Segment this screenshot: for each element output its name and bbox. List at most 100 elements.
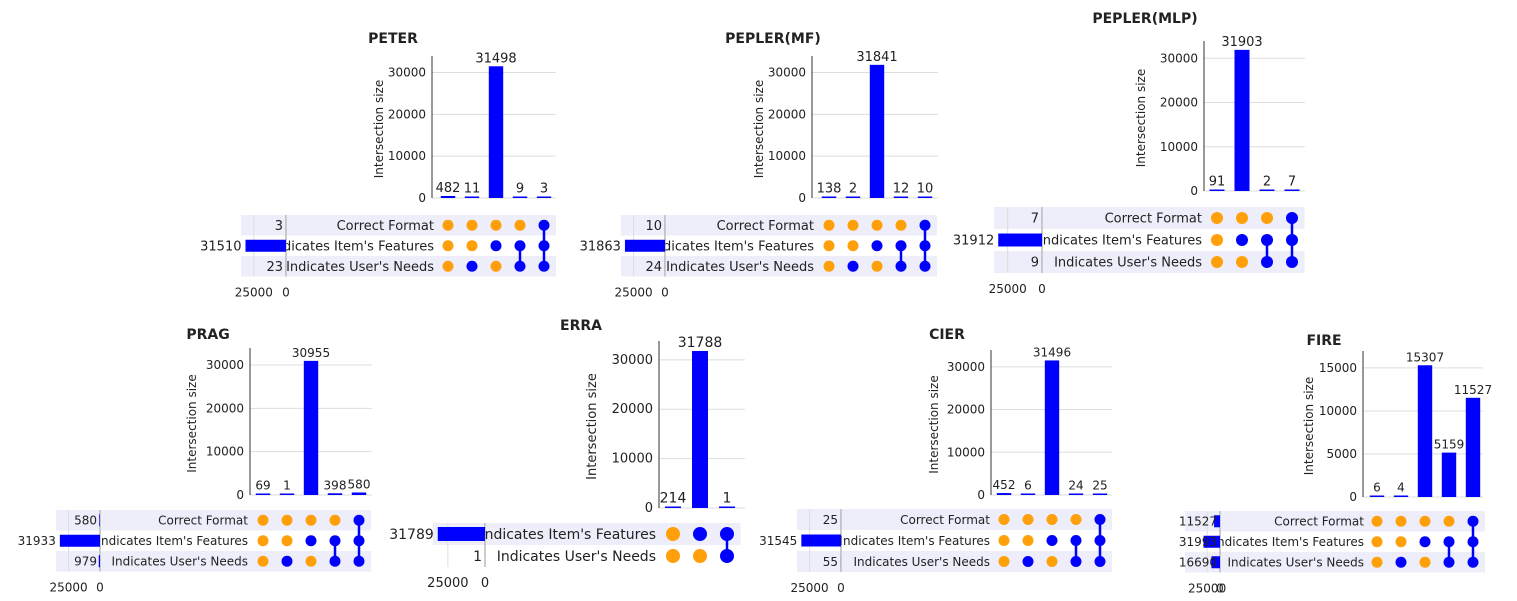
membership-dot-active (1022, 556, 1034, 567)
membership-dot-inactive (823, 240, 835, 252)
intersection-bar (1441, 452, 1457, 497)
matrix-row-band (1221, 552, 1485, 573)
intersection-value-label: 31903 (1221, 35, 1262, 50)
intersection-value-label: 214 (660, 491, 687, 507)
intersection-value-label: 10 (917, 182, 934, 197)
set-size-row-band (241, 256, 286, 277)
set-name-label: Indicates Item's Features (1039, 234, 1202, 249)
intersection-value-label: 12 (893, 182, 910, 197)
membership-dot-active (1286, 212, 1298, 224)
intersection-bar (512, 196, 528, 198)
intersection-value-label: 580 (348, 477, 371, 491)
intersection-bar (488, 66, 504, 198)
set-size-value-label: 25 (823, 513, 838, 527)
y-tick-label: 10000 (388, 149, 426, 163)
membership-dot-inactive (895, 219, 907, 231)
set-size-bar (99, 514, 100, 527)
set-name-label: Indicates Item's Features (840, 534, 990, 548)
set-size-value-label: 31993 (1179, 535, 1217, 549)
membership-dot-active (1070, 556, 1082, 567)
intersection-bar (1369, 495, 1385, 497)
intersection-value-label: 9 (516, 182, 524, 197)
set-size-value-label: 3 (275, 219, 283, 234)
matrix-row-band (842, 551, 1112, 572)
membership-dot-inactive (257, 535, 269, 547)
matrix-row-band (842, 509, 1112, 530)
intersection-bar (1209, 189, 1225, 191)
set-name-label: Indicates User's Needs (853, 555, 990, 569)
y-tick-label: 10000 (206, 445, 244, 459)
set-size-row-band (1185, 552, 1220, 573)
intersection-value-label: 1 (723, 491, 732, 507)
set-size-tick-label: 25000 (989, 282, 1027, 296)
set-size-tick-label: 25000 (790, 581, 828, 595)
membership-dot-active (1261, 256, 1273, 268)
membership-dot-inactive (305, 555, 317, 567)
set-size-row-band (797, 551, 841, 572)
intersection-value-label: 31498 (475, 51, 516, 66)
y-tick-label: 30000 (388, 66, 426, 80)
membership-dot-inactive (871, 260, 883, 272)
membership-dot-inactive (1236, 256, 1248, 268)
chart-title: PRAG (186, 327, 229, 343)
intersection-bar (464, 196, 480, 198)
intersection-bar (1068, 493, 1084, 495)
set-size-bar (98, 555, 100, 568)
membership-dot-inactive (466, 219, 478, 231)
chart-title: FIRE (1306, 333, 1341, 349)
intersection-bar (1284, 189, 1300, 191)
matrix-row-band (666, 215, 937, 236)
membership-dot-inactive (1236, 212, 1248, 224)
set-size-value-label: 31789 (389, 527, 434, 543)
set-size-row-band (56, 551, 100, 572)
set-name-label: Indicates Item's Features (651, 239, 814, 254)
membership-dot-inactive (823, 260, 835, 272)
set-name-label: Correct Format (158, 514, 248, 528)
set-size-row-band (994, 207, 1042, 229)
membership-dot-active (1286, 234, 1298, 246)
membership-dot-inactive (490, 260, 502, 272)
membership-dot-active (1419, 536, 1431, 548)
set-name-label: Indicates User's Needs (497, 549, 656, 565)
intersection-bar (845, 196, 861, 198)
y-tick-label: 10000 (947, 445, 985, 459)
membership-dot-active (1094, 556, 1106, 567)
membership-dot-inactive (1022, 514, 1034, 525)
set-name-label: Correct Format (337, 219, 434, 234)
membership-dot-inactive (998, 556, 1010, 567)
set-size-tick-label: 0 (661, 286, 669, 300)
set-size-row-band (797, 509, 841, 530)
intersection-bar (1020, 493, 1036, 495)
y-axis-label: Intersection size (185, 374, 199, 472)
intersection-value-label: 6 (1024, 479, 1032, 493)
intersection-bar (893, 196, 909, 198)
membership-dot-inactive (1046, 556, 1058, 567)
y-tick-label: 0 (977, 488, 985, 502)
intersection-value-label: 4 (1397, 481, 1405, 495)
intersection-value-label: 1 (283, 479, 291, 493)
set-size-value-label: 979 (74, 555, 97, 569)
membership-dot-active (514, 240, 526, 252)
intersection-bar (327, 493, 343, 495)
membership-dot-inactive (1395, 515, 1407, 527)
membership-dot-inactive (847, 219, 859, 231)
y-tick-label: 20000 (947, 403, 985, 417)
set-size-tick-label: 0 (282, 286, 290, 300)
membership-dot-active (538, 240, 550, 252)
intersection-value-label: 25 (1092, 479, 1107, 493)
intersection-bar (1092, 493, 1108, 495)
intersection-value-label: 31841 (856, 50, 897, 65)
set-size-bar (59, 534, 100, 547)
chart-title: CIER (929, 327, 965, 343)
set-size-value-label: 1 (473, 549, 482, 565)
membership-dot-inactive (1395, 536, 1407, 548)
membership-dot-active (919, 260, 931, 272)
intersection-bar (1417, 365, 1433, 497)
membership-dot-inactive (1070, 514, 1082, 525)
intersection-value-label: 138 (817, 182, 842, 197)
y-axis-label: Intersection size (1302, 377, 1316, 475)
set-size-value-label: 31863 (580, 239, 621, 254)
